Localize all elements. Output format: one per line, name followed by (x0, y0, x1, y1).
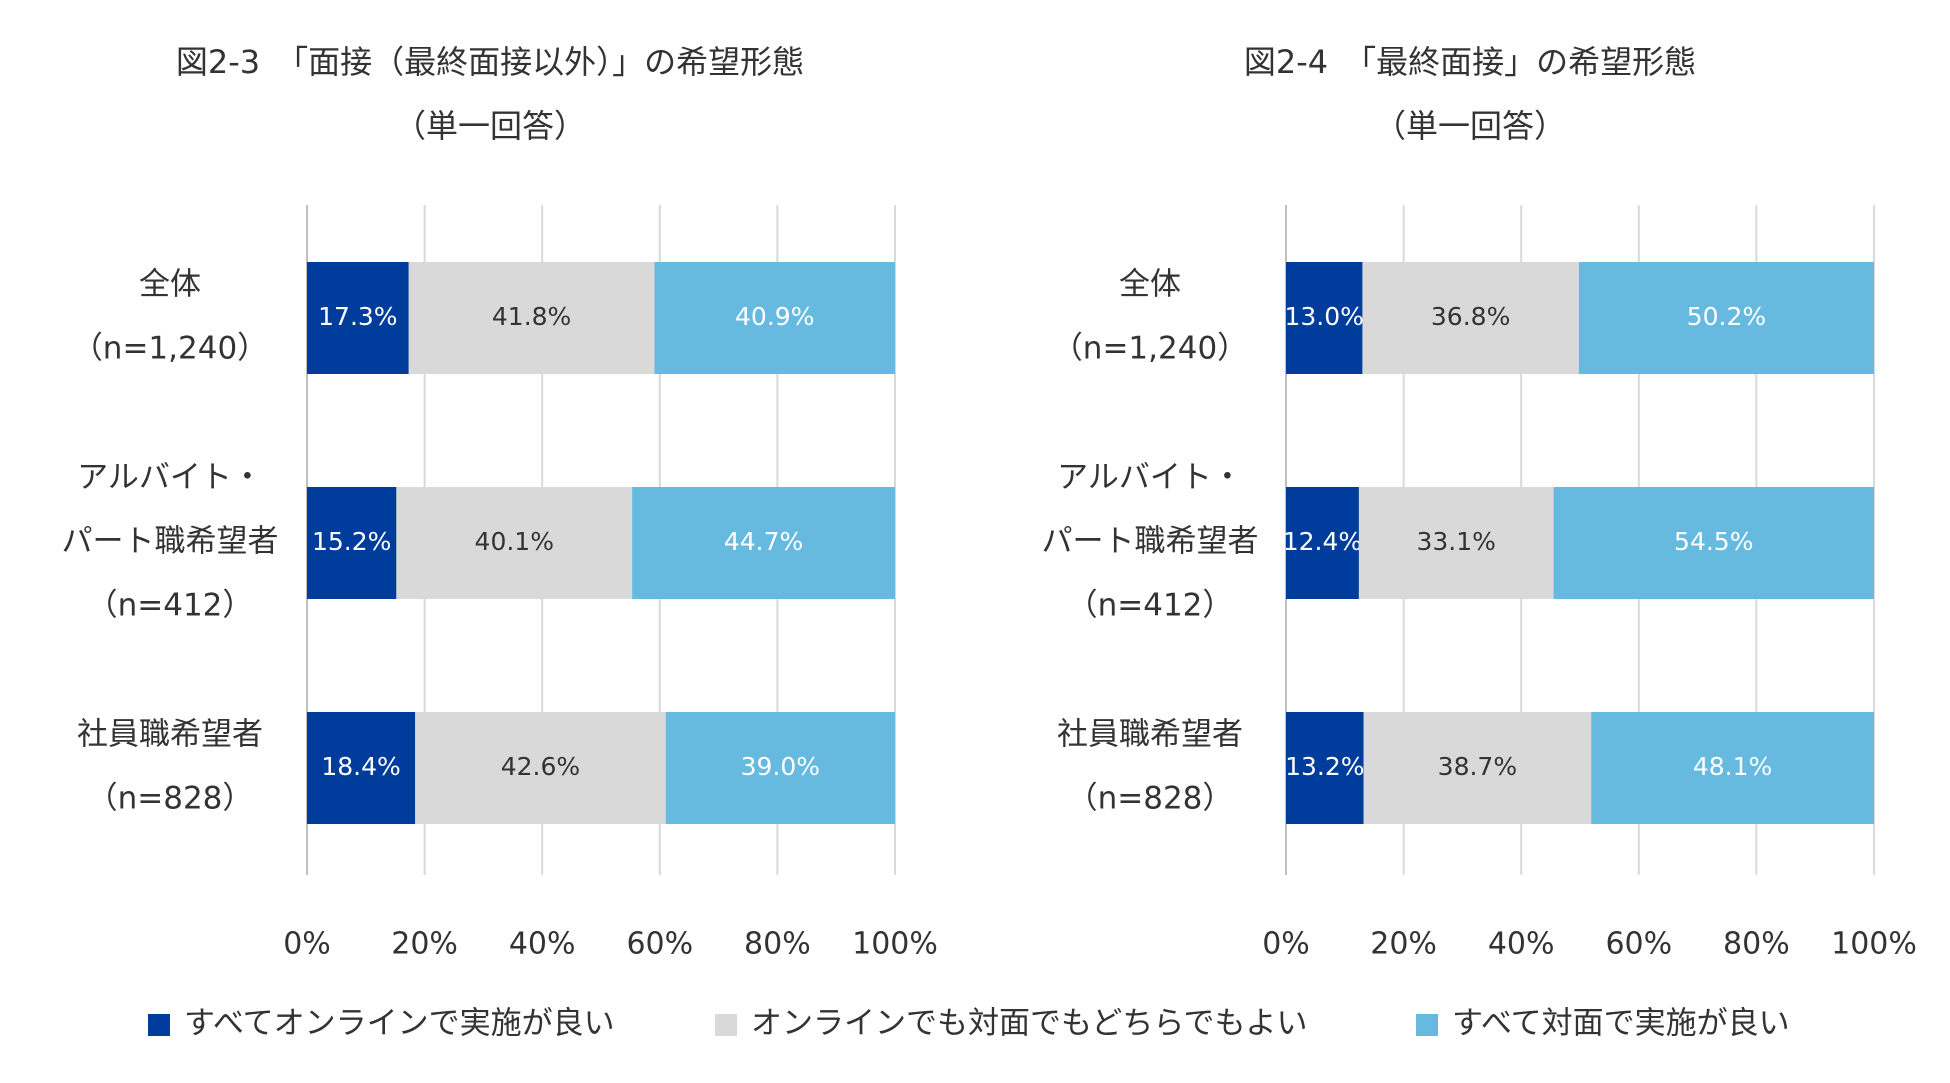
data-label: 44.7% (724, 527, 803, 556)
bar-segment (654, 262, 895, 374)
data-label: 40.1% (475, 527, 554, 556)
bar-segment (307, 487, 397, 599)
bar-segment (1286, 262, 1363, 374)
category-label: アルバイト・ (77, 460, 263, 496)
data-label: 17.3% (318, 302, 397, 331)
bar-segment (1286, 487, 1359, 599)
x-tick-label: 60% (1605, 927, 1672, 962)
data-label: 40.9% (735, 302, 814, 331)
legend-swatch (1416, 1014, 1438, 1036)
chart-interview-non-final: 図2-3 「面接（最終面接以外）」の希望形態 （単一回答） 0% 20% 40% 60% 8… (62, 43, 938, 962)
category-label: 全体 (139, 267, 201, 303)
bar-segment (307, 262, 409, 374)
bar-segment (1591, 712, 1874, 824)
bar-segment (1358, 487, 1554, 599)
bar-segment (632, 487, 895, 599)
category-label: 社員職希望者 (77, 717, 263, 753)
category-label: （n=828） (87, 781, 254, 817)
bar-segment (415, 712, 666, 824)
data-label: 13.0% (1285, 302, 1364, 331)
category-label: （n=828） (1067, 781, 1234, 817)
bar-segment (665, 712, 895, 824)
x-tick-label: 40% (1488, 927, 1555, 962)
x-tick-label: 40% (509, 927, 576, 962)
bar-segment (1362, 262, 1579, 374)
category-label: （n=412） (1067, 588, 1234, 624)
data-label: 12.4% (1283, 527, 1362, 556)
chart-title: 図2-3 「面接（最終面接以外）」の希望形態 (176, 43, 804, 81)
data-label: 41.8% (492, 302, 571, 331)
data-label: 50.2% (1687, 302, 1766, 331)
category-label: 全体 (1119, 267, 1181, 303)
x-tick-label: 0% (283, 927, 331, 962)
category-label: （n=1,240） (72, 331, 268, 367)
data-label: 39.0% (741, 752, 820, 781)
chart-subtitle: （単一回答） (394, 107, 586, 145)
chart-subtitle: （単一回答） (1374, 107, 1566, 145)
legend-label: すべて対面で実施が良い (1452, 1006, 1790, 1042)
data-label: 54.5% (1674, 527, 1753, 556)
bar-segment (1286, 712, 1364, 824)
bar-segment (307, 712, 416, 824)
chart-interview-final: 図2-4 「最終面接」の希望形態 （単一回答） 0% 20% 40% 60% 80% 100%… (1042, 43, 1917, 962)
legend-label: すべてオンラインで実施が良い (184, 1006, 615, 1042)
bar-segment (408, 262, 655, 374)
category-label: アルバイト・ (1057, 460, 1243, 496)
data-label: 38.7% (1438, 752, 1517, 781)
data-label: 36.8% (1431, 302, 1510, 331)
bar-segment (1363, 712, 1592, 824)
data-label: 15.2% (312, 527, 391, 556)
x-tick-label: 60% (626, 927, 693, 962)
x-tick-label: 100% (1831, 927, 1917, 962)
data-label: 13.2% (1285, 752, 1364, 781)
legend-swatch (715, 1014, 737, 1036)
category-label: （n=412） (87, 588, 254, 624)
chart-title: 図2-4 「最終面接」の希望形態 (1244, 43, 1696, 81)
bar-segment (1578, 262, 1874, 374)
category-label: パート職希望者 (62, 524, 279, 560)
category-label: パート職希望者 (1042, 524, 1259, 560)
data-label: 18.4% (321, 752, 400, 781)
x-tick-label: 0% (1262, 927, 1310, 962)
data-label: 42.6% (501, 752, 580, 781)
data-label: 48.1% (1693, 752, 1772, 781)
data-label: 33.1% (1417, 527, 1496, 556)
x-tick-label: 20% (1370, 927, 1437, 962)
x-tick-label: 80% (744, 927, 811, 962)
x-tick-label: 100% (852, 927, 938, 962)
x-tick-label: 80% (1723, 927, 1790, 962)
bar-segment (1553, 487, 1874, 599)
legend-swatch (148, 1014, 170, 1036)
x-tick-label: 20% (391, 927, 458, 962)
legend-label: オンラインでも対面でもどちらでもよい (751, 1006, 1307, 1042)
legend: すべてオンラインで実施が良い オンラインでも対面でもどちらでもよい すべて対面で実施… (148, 1006, 1790, 1042)
bar-segment (396, 487, 633, 599)
category-label: （n=1,240） (1052, 331, 1248, 367)
category-label: 社員職希望者 (1057, 717, 1243, 753)
